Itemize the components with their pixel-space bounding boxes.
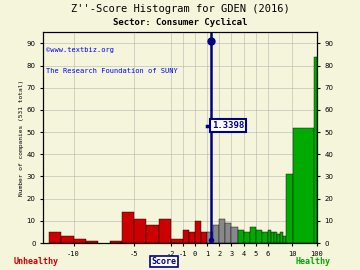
- Bar: [159, 219, 171, 243]
- Bar: [231, 228, 238, 243]
- Bar: [283, 236, 286, 243]
- Bar: [280, 232, 283, 243]
- Bar: [219, 219, 225, 243]
- Text: Sector: Consumer Cyclical: Sector: Consumer Cyclical: [113, 18, 247, 26]
- Bar: [271, 232, 274, 243]
- Bar: [274, 232, 277, 243]
- Bar: [286, 174, 293, 243]
- Bar: [256, 230, 262, 243]
- Bar: [250, 228, 256, 243]
- Bar: [110, 241, 122, 243]
- Bar: [171, 239, 183, 243]
- Bar: [238, 230, 244, 243]
- Bar: [314, 57, 317, 243]
- Bar: [277, 234, 280, 243]
- Bar: [134, 219, 147, 243]
- Y-axis label: Number of companies (531 total): Number of companies (531 total): [19, 80, 24, 196]
- Text: Unhealthy: Unhealthy: [14, 257, 58, 266]
- Bar: [213, 225, 219, 243]
- Bar: [195, 221, 201, 243]
- Bar: [201, 232, 207, 243]
- Bar: [225, 223, 231, 243]
- Bar: [262, 232, 268, 243]
- Bar: [49, 232, 62, 243]
- Bar: [268, 230, 271, 243]
- Bar: [183, 230, 189, 243]
- Bar: [62, 236, 73, 243]
- Text: Healthy: Healthy: [296, 257, 331, 266]
- Text: Score: Score: [151, 257, 176, 266]
- Bar: [189, 232, 195, 243]
- Text: ©www.textbiz.org: ©www.textbiz.org: [46, 47, 114, 53]
- Text: The Research Foundation of SUNY: The Research Foundation of SUNY: [46, 68, 178, 74]
- Bar: [244, 232, 250, 243]
- Bar: [207, 232, 213, 243]
- Text: Z''-Score Histogram for GDEN (2016): Z''-Score Histogram for GDEN (2016): [71, 4, 289, 14]
- Bar: [73, 239, 86, 243]
- Bar: [147, 225, 159, 243]
- Bar: [86, 241, 98, 243]
- Bar: [293, 128, 314, 243]
- Text: 1.3398: 1.3398: [212, 121, 244, 130]
- Bar: [122, 212, 134, 243]
